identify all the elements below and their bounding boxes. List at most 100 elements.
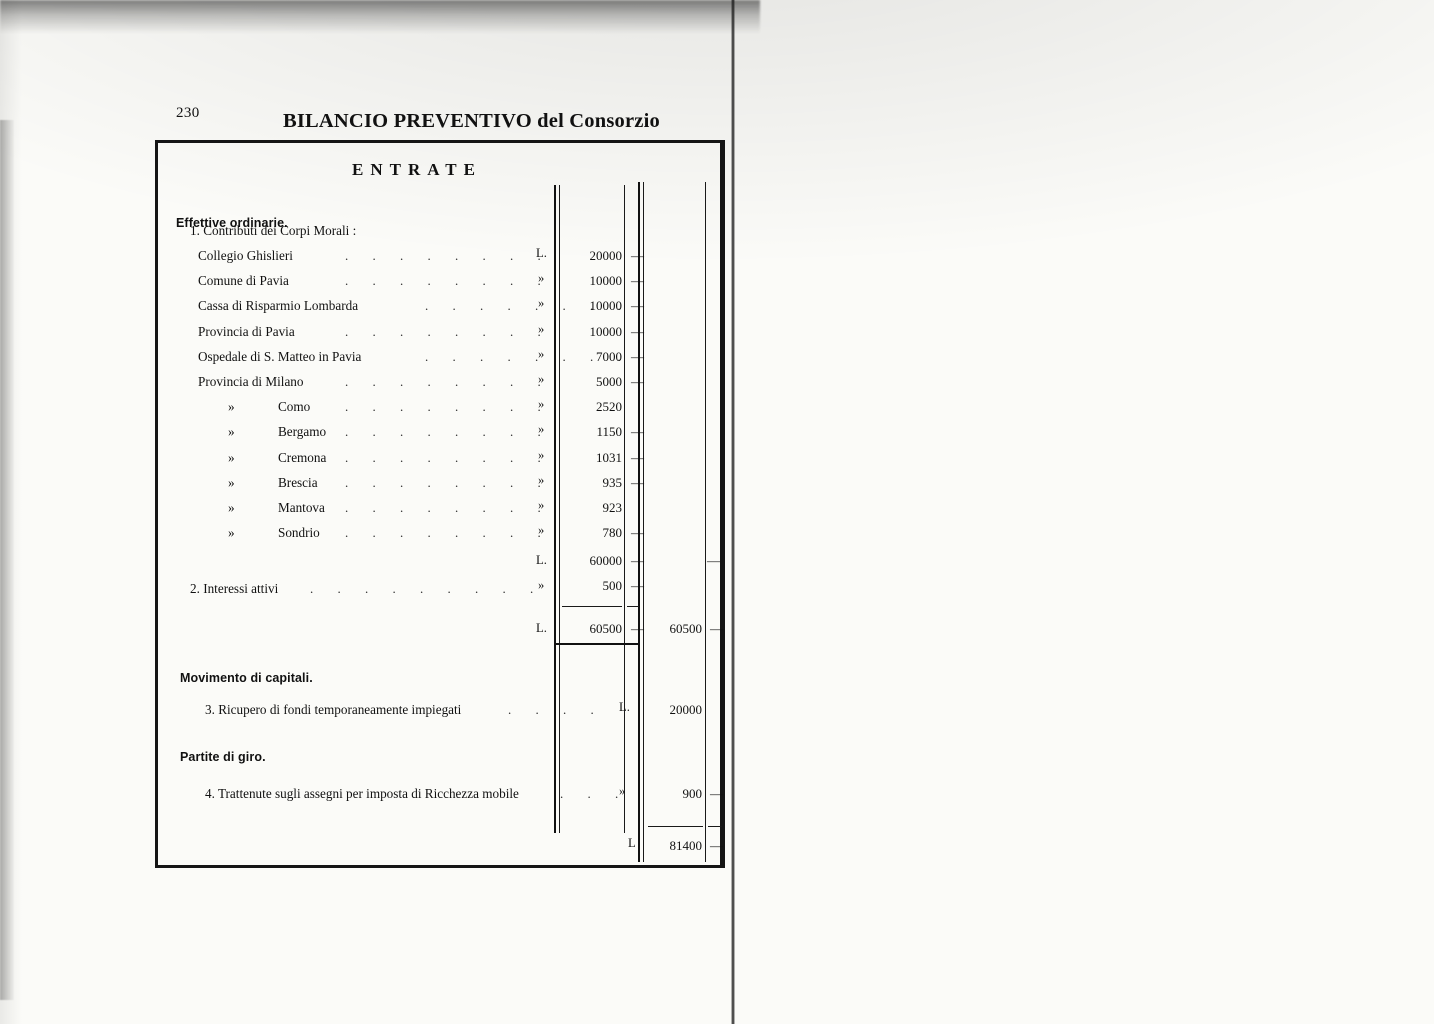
contributor-amount: 7000 [596, 348, 622, 364]
subtotal-contributors-unit: L. [536, 553, 547, 567]
contributor-name: Bergamo [278, 424, 327, 440]
contributor-cents: — [631, 298, 644, 314]
contributor-leader: . . . . . . . . [345, 474, 552, 490]
item-4-outer-amount: 900 [682, 786, 703, 801]
rule-outer-col-left [638, 182, 640, 862]
contributor-prefix: » [228, 525, 235, 541]
group-heading-movimento-capitali: Movimento di capitali. [180, 671, 313, 685]
item-2-cents: — [631, 578, 644, 593]
contributor-name: Ospedale di S. Matteo in Pavia [198, 348, 362, 364]
contributor-unit: » [538, 271, 545, 286]
total-ordinary-outer-amount: 60500 [669, 621, 703, 636]
subtotal-contributors-cents-inner: — [631, 553, 644, 568]
item-4-label: 4. Trattenute sugli assegni per imposta … [205, 786, 519, 801]
contributor-prefix: » [228, 500, 235, 515]
contributor-name: Cassa di Risparmio Lombarda [198, 298, 359, 314]
contributor-unit: » [538, 296, 545, 311]
item-1-label: 1. Contributi dei Corpi Morali : [190, 223, 357, 238]
contributor-unit: » [538, 321, 545, 336]
item-4-leader: . . . [560, 786, 629, 801]
contributor-unit: » [538, 498, 545, 512]
contributor-leader: . . . . . . . . [345, 500, 552, 515]
contributor-amount: 2520 [596, 399, 622, 415]
contributor-amount: 10000 [589, 298, 623, 314]
contributor-leader: . . . . . . . . [425, 298, 632, 314]
rule-inner-col-left2 [559, 185, 560, 833]
book-gutter [731, 0, 735, 1024]
group-heading-effettive-ordinarie: Effettive ordinarie. [176, 216, 288, 230]
contributor-prefix: » [228, 424, 235, 440]
page-left-entrate: 230 BILANCIO PREVENTIVO del Consorzio EN… [155, 105, 725, 868]
contributor-leader: . . . . . . . . [345, 273, 552, 289]
contributor-amount: 935 [602, 474, 623, 490]
total-ordinary-outer-cents: — [710, 621, 723, 636]
contributor-leader: . . . . . . . . [345, 424, 552, 440]
contributor-cents: — [631, 474, 644, 490]
contributor-leader: . . . . . . . . [345, 525, 552, 541]
entrate-frame [155, 140, 725, 868]
rule-grandtotal-left-cents [708, 826, 722, 827]
item-3-leader: . . . . [508, 702, 605, 717]
item-2-unit: » [538, 578, 545, 592]
item-3-label: 3. Ricupero di fondi temporaneamente imp… [205, 702, 462, 717]
grand-total-cents-left: — [710, 838, 723, 853]
contributor-amount: 780 [602, 525, 623, 541]
contributor-cents: — [631, 525, 644, 541]
contributor-name: Cremona [278, 449, 327, 465]
contributor-amount: 20000 [589, 248, 623, 263]
folio-number-left: 230 [176, 105, 200, 121]
contributor-name: Collegio Ghislieri [198, 248, 293, 263]
contributor-amount: 10000 [589, 273, 623, 289]
contributor-name: Comune di Pavia [198, 273, 289, 289]
rule-outer-col-left2 [643, 182, 644, 862]
contributor-name: Provincia di Milano [198, 374, 304, 389]
contributor-cents: — [631, 323, 644, 339]
contributor-name: Sondrio [278, 525, 320, 541]
item-2-label: 2. Interessi attivi [190, 581, 279, 596]
rule-grandtotal-left [648, 826, 703, 827]
contributor-amount: 1031 [596, 449, 622, 465]
contributor-amount: 1150 [596, 424, 622, 440]
contributor-cents: — [631, 348, 644, 364]
contributor-leader: . . . . . . . . [345, 449, 552, 465]
contributor-unit: » [538, 346, 545, 361]
contributor-leader: . . . . . . . . [345, 323, 552, 339]
contributor-prefix: » [228, 449, 235, 465]
total-ordinary-amount: 60500 [589, 621, 623, 636]
contributor-unit: » [538, 472, 545, 487]
contributor-unit: » [538, 523, 545, 538]
scan-edge-shadow [0, 120, 14, 1000]
contributor-unit: L. [536, 246, 547, 260]
total-ordinary-cents: — [631, 621, 644, 636]
total-ordinary-unit: L. [536, 621, 547, 635]
contributor-leader: . . . . . . . . [345, 248, 552, 263]
rule-inner-col-mid [624, 185, 625, 833]
grand-total-unit-left: L [628, 836, 636, 850]
contributor-name: Provincia di Pavia [198, 323, 295, 339]
contributor-name: Brescia [278, 474, 318, 490]
contributor-prefix: » [228, 399, 235, 415]
page-right-spese: 231 Universitario Lombardo per l' Eserci… [735, 0, 1434, 1024]
item-2-leader: . . . . . . . . . [310, 581, 544, 596]
item-3-unit: L. [619, 700, 630, 714]
rule-sum-inner [562, 606, 622, 607]
contributor-amount: 5000 [596, 374, 622, 389]
grand-total-amount-left: 81400 [669, 838, 703, 853]
item-2-amount: 500 [602, 578, 623, 593]
contributor-leader: . . . . . . . . [345, 399, 552, 415]
item-4-outer-cents: — [710, 786, 723, 801]
contributor-unit: » [538, 422, 545, 437]
contributor-unit: » [538, 372, 545, 386]
contributor-unit: » [538, 447, 545, 462]
item-4-unit: » [619, 784, 626, 798]
subtotal-contributors-cents: — [707, 553, 720, 568]
contributor-leader: . . . . . . . . [345, 374, 552, 389]
rule-outer-col-mid [705, 182, 706, 862]
contributor-cents: — [631, 424, 644, 440]
contributor-amount: 10000 [589, 323, 623, 339]
contributor-prefix: » [228, 474, 235, 490]
contributor-leader: . . . . . . . . [425, 348, 632, 364]
contributor-name: Mantova [278, 500, 325, 515]
rule-sum-inner-cents [627, 606, 639, 607]
